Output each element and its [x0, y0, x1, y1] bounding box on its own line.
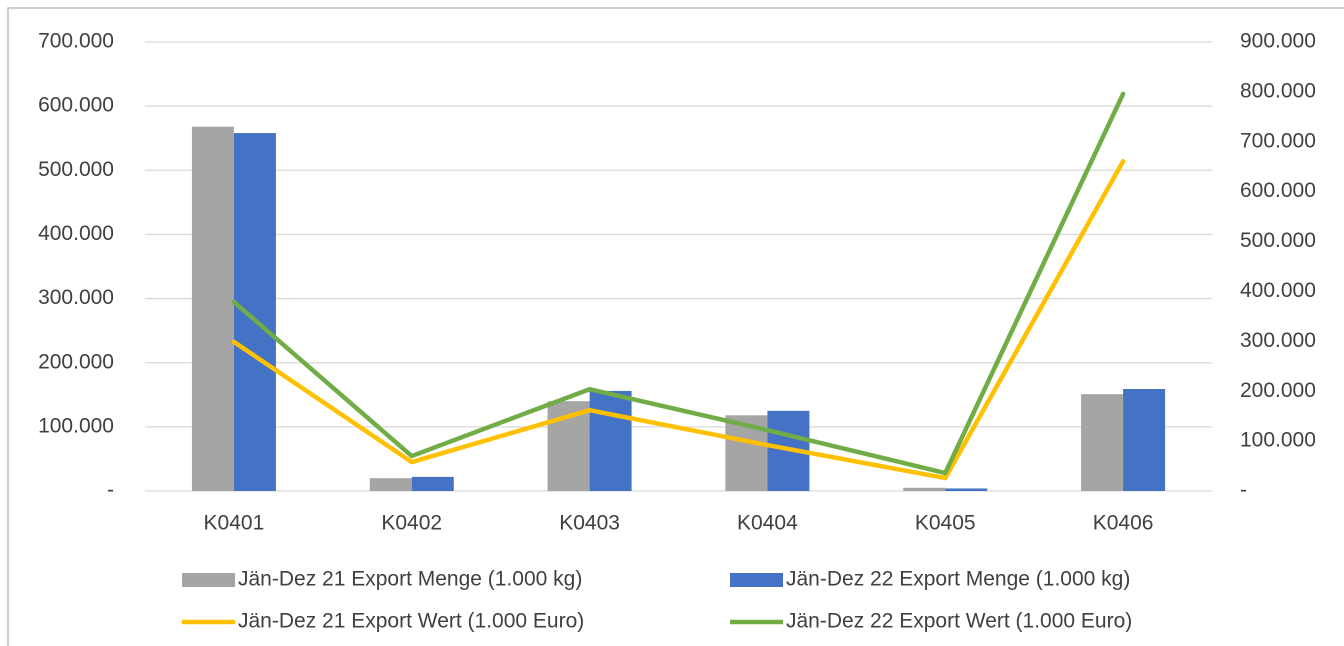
y-tick-label: -: [107, 479, 114, 502]
x-tick-label: K0405: [915, 512, 976, 535]
x-tick-label: K0402: [381, 512, 442, 535]
y-tick-label: 600.000: [38, 94, 114, 117]
line: [231, 91, 1126, 476]
legend-label: Jän-Dez 22 Export Menge (1.000 kg): [786, 568, 1130, 591]
y2-tick-label: 100.000: [1240, 429, 1316, 452]
y2-tick-label: 700.000: [1240, 129, 1316, 152]
y2-tick-label: 900.000: [1240, 30, 1316, 53]
legend-swatch: [730, 573, 783, 587]
y-tick-label: 500.000: [38, 158, 114, 181]
bar: [1123, 389, 1166, 491]
bar: [589, 390, 632, 491]
y2-tick-label: 600.000: [1240, 179, 1316, 202]
legend-swatch: [182, 573, 235, 587]
x-tick-label: K0403: [559, 512, 620, 535]
x-tick-label: K0401: [204, 512, 265, 535]
y2-tick-label: 800.000: [1240, 79, 1316, 102]
bar: [191, 126, 234, 491]
y-tick-label: 200.000: [38, 350, 114, 373]
legend-label: Jän-Dez 21 Export Wert (1.000 Euro): [238, 610, 584, 633]
x-tick-label: K0406: [1093, 512, 1154, 535]
y-tick-label: 100.000: [38, 414, 114, 437]
y-tick-label: 300.000: [38, 286, 114, 309]
bar: [945, 488, 988, 491]
y2-tick-label: 200.000: [1240, 379, 1316, 402]
chart-frame: [7, 7, 1344, 646]
bar: [369, 478, 412, 491]
y2-tick-label: 500.000: [1240, 229, 1316, 252]
x-tick-label: K0404: [737, 512, 798, 535]
y2-tick-label: 400.000: [1240, 279, 1316, 302]
y2-tick-label: -: [1240, 479, 1247, 502]
legend-label: Jän-Dez 22 Export Wert (1.000 Euro): [786, 610, 1132, 633]
y2-tick-label: 300.000: [1240, 329, 1316, 352]
bar: [411, 476, 454, 491]
line: [231, 158, 1126, 481]
bar: [1081, 394, 1124, 491]
bar: [903, 487, 946, 491]
legend-label: Jän-Dez 21 Export Menge (1.000 kg): [238, 568, 582, 591]
y-tick-label: 700.000: [38, 30, 114, 53]
y-tick-label: 400.000: [38, 222, 114, 245]
bar: [233, 133, 276, 491]
